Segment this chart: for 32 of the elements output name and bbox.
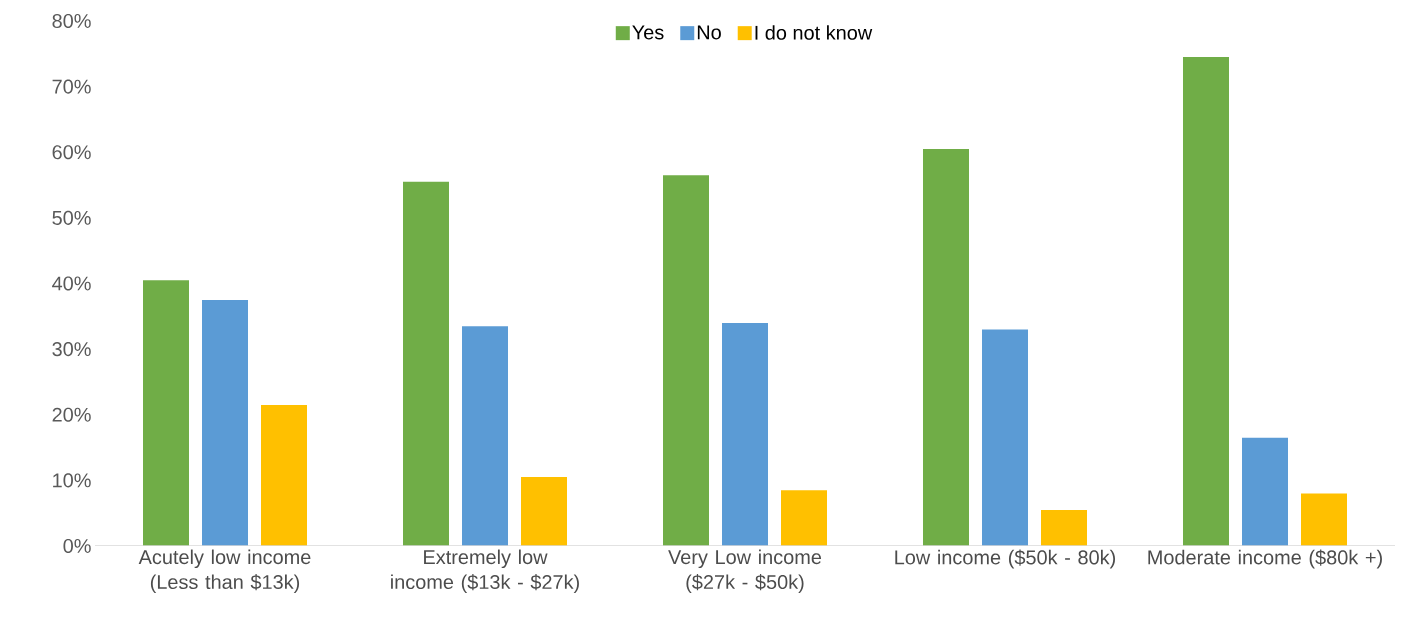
x-tick-label: Very Low income ($27k - $50k): [668, 549, 822, 593]
y-tick-label: 60%: [52, 145, 91, 160]
bar: [1041, 509, 1087, 546]
y-tick-label: 20%: [52, 407, 91, 422]
y-tick-label: 70%: [52, 79, 91, 94]
y-tick-label: 10%: [53, 473, 91, 488]
bar: [982, 329, 1028, 546]
bar: [781, 490, 827, 546]
bar: [403, 181, 449, 546]
bar: [462, 326, 508, 546]
x-tick-label: Moderate income ($80k +): [1148, 549, 1382, 569]
bar: [1301, 493, 1347, 546]
bar: [1242, 437, 1288, 546]
x-tick-label: Extremely low income ($13k - $27k): [391, 549, 579, 593]
y-tick-label: 50%: [52, 210, 91, 225]
bar: [1183, 57, 1229, 546]
y-tick-label: 0%: [63, 538, 91, 554]
y-tick-label: 40%: [52, 276, 91, 291]
legend-label: No: [697, 25, 721, 40]
bar: [202, 299, 248, 546]
legend-label: I do not know: [755, 25, 873, 40]
bar: [143, 280, 189, 546]
y-tick-label: 80%: [52, 13, 91, 29]
y-tick-label: 30%: [52, 342, 91, 357]
x-tick-label: Acutely low income (Less than $13k): [138, 549, 311, 593]
legend-label: Yes: [632, 25, 664, 40]
bar: [521, 477, 567, 546]
bar: [663, 175, 709, 546]
bar: [923, 148, 969, 546]
x-tick-label: Low income ($50k - 80k): [895, 549, 1116, 569]
bar: [261, 404, 307, 546]
bar: [722, 322, 768, 546]
